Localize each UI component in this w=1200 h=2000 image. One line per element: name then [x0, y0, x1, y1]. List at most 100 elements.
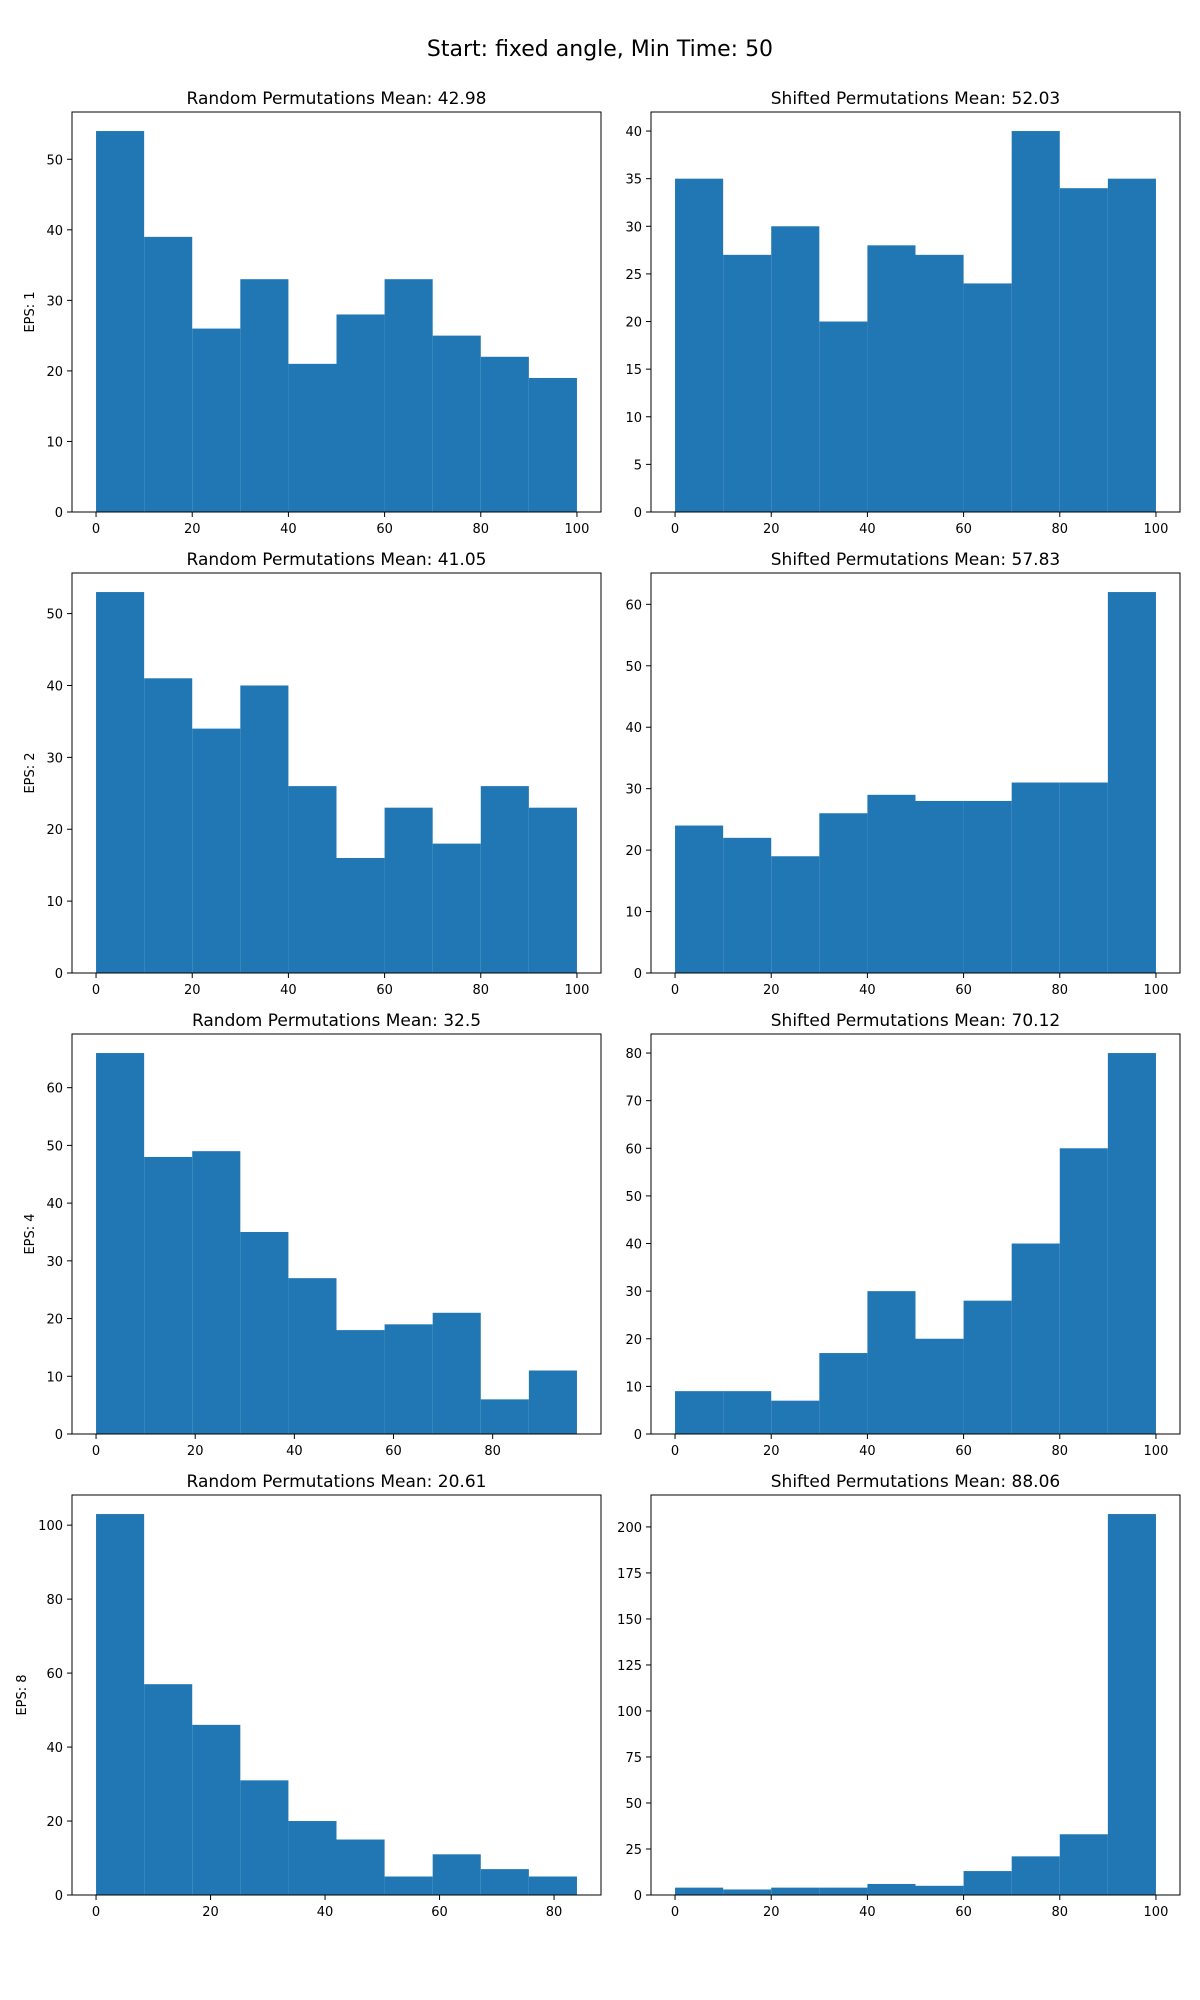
x-tick-label: 80: [546, 1905, 563, 1920]
x-tick-label: 100: [1144, 1905, 1169, 1920]
subplot-title: Random Permutations Mean: 20.61: [187, 1472, 487, 1492]
histogram-bar: [240, 685, 289, 973]
y-tick-label: 30: [625, 783, 642, 798]
x-tick-label: 40: [859, 1905, 876, 1920]
histogram-bar: [915, 254, 964, 512]
histogram-bar: [288, 363, 337, 512]
x-tick-label: 60: [376, 983, 393, 998]
x-tick-label: 60: [955, 1905, 972, 1920]
histogram-bar: [240, 1780, 289, 1895]
axes-frame: [650, 1033, 1181, 1435]
subplot-title: Random Permutations Mean: 32.5: [192, 1011, 481, 1031]
y-tick-label: 30: [46, 751, 63, 766]
axes-frame: [650, 572, 1181, 974]
x-tick-label: 80: [1051, 1905, 1068, 1920]
histogram-bar: [96, 131, 145, 513]
x-tick-label: 20: [763, 522, 780, 537]
x-tick-label: 100: [565, 522, 590, 537]
histogram-panel: 0 20 40 60 80 100 0 25 50 75 100 125 150 175 200 Shifte…: [617, 1472, 1181, 1920]
histogram-bar: [432, 843, 481, 973]
histogram-bar: [1107, 1053, 1156, 1434]
histogram-bar: [96, 1053, 145, 1434]
y-tick-label: 5: [634, 458, 642, 473]
histogram-bar: [192, 328, 241, 512]
histogram-bar: [480, 1869, 529, 1895]
y-tick-label: 80: [46, 1593, 63, 1608]
axes-frame: [71, 111, 602, 513]
histogram-bar: [432, 335, 481, 512]
y-tick-label: 20: [46, 1815, 63, 1830]
histogram-bar: [1107, 592, 1156, 973]
histogram-bar: [915, 1338, 964, 1434]
histogram-bar: [771, 226, 820, 513]
histogram-bar: [144, 1684, 193, 1895]
x-tick-label: 80: [1051, 522, 1068, 537]
x-tick-label: 80: [1051, 983, 1068, 998]
x-tick-label: 0: [92, 522, 100, 537]
y-tick-label: 0: [55, 1889, 63, 1904]
subplot-title: Shifted Permutations Mean: 88.06: [771, 1472, 1060, 1492]
histogram-panel: 0 20 40 60 80 100 0 10 20 30 40 50 Random Permutatio…: [23, 89, 602, 537]
subplot-title: Shifted Permutations Mean: 52.03: [771, 89, 1060, 109]
histogram-bar: [675, 1391, 724, 1434]
histogram-bar: [1059, 1834, 1108, 1895]
histogram-bar: [240, 279, 289, 512]
x-tick-label: 60: [955, 1444, 972, 1459]
histogram-bar: [1059, 1148, 1108, 1434]
histogram-bar: [144, 1156, 193, 1434]
x-tick-label: 40: [859, 522, 876, 537]
y-tick-label: 40: [625, 125, 642, 140]
histogram-bar: [336, 314, 385, 512]
histogram-bar: [144, 236, 193, 512]
y-tick-label: 10: [46, 435, 63, 450]
histogram-bar: [1059, 188, 1108, 512]
histogram-bar: [723, 1889, 772, 1895]
histogram-bar: [288, 1278, 337, 1434]
y-tick-label: 20: [625, 316, 642, 331]
y-tick-label: 40: [625, 721, 642, 736]
y-tick-label: 0: [55, 506, 63, 521]
histogram-panel: 0 20 40 60 80 100 0 10 20 30 40 50 Random Permutatio…: [23, 550, 602, 998]
x-tick-label: 40: [280, 983, 297, 998]
histogram-bar: [1011, 131, 1060, 513]
histogram-bar: [480, 356, 529, 512]
x-tick-label: 20: [202, 1905, 219, 1920]
y-tick-label: 0: [55, 1428, 63, 1443]
x-tick-label: 80: [472, 983, 489, 998]
figure-suptitle: Start: fixed angle, Min Time: 50: [427, 37, 773, 62]
x-tick-label: 100: [1144, 1444, 1169, 1459]
y-tick-label: 10: [625, 411, 642, 426]
axes-frame: [71, 572, 602, 974]
y-tick-label: 0: [55, 967, 63, 982]
histogram-bar: [96, 1514, 145, 1895]
histogram-bar: [192, 1151, 241, 1434]
y-tick-label: 20: [625, 1333, 642, 1348]
histogram-bar: [288, 1821, 337, 1895]
y-tick-label: 200: [617, 1521, 642, 1536]
y-tick-label: 20: [46, 1313, 63, 1328]
histogram-bar: [723, 254, 772, 512]
x-tick-label: 0: [92, 1444, 100, 1459]
y-axis-label: EPS: 2: [23, 752, 38, 793]
y-tick-label: 20: [46, 823, 63, 838]
y-tick-label: 0: [634, 967, 642, 982]
x-tick-label: 0: [92, 1905, 100, 1920]
x-tick-label: 0: [671, 522, 679, 537]
histogram-bar: [528, 1876, 577, 1895]
histogram-bar: [915, 800, 964, 973]
y-tick-label: 75: [625, 1751, 642, 1766]
x-tick-label: 80: [472, 522, 489, 537]
x-tick-label: 80: [1051, 1444, 1068, 1459]
histogram-bar: [819, 321, 868, 512]
y-tick-label: 10: [46, 895, 63, 910]
histogram-bar: [819, 1353, 868, 1434]
histogram-bar: [144, 678, 193, 973]
histogram-panel: 0 20 40 60 80 100 0 5 10 15 20 25 30 35 40 Shifted Perm…: [625, 89, 1181, 537]
y-tick-label: 60: [46, 1082, 63, 1097]
histogram-bar: [432, 1312, 481, 1434]
histogram-bar: [528, 377, 577, 512]
histogram-bar: [1107, 178, 1156, 512]
x-tick-label: 0: [671, 1905, 679, 1920]
y-tick-label: 80: [625, 1047, 642, 1062]
